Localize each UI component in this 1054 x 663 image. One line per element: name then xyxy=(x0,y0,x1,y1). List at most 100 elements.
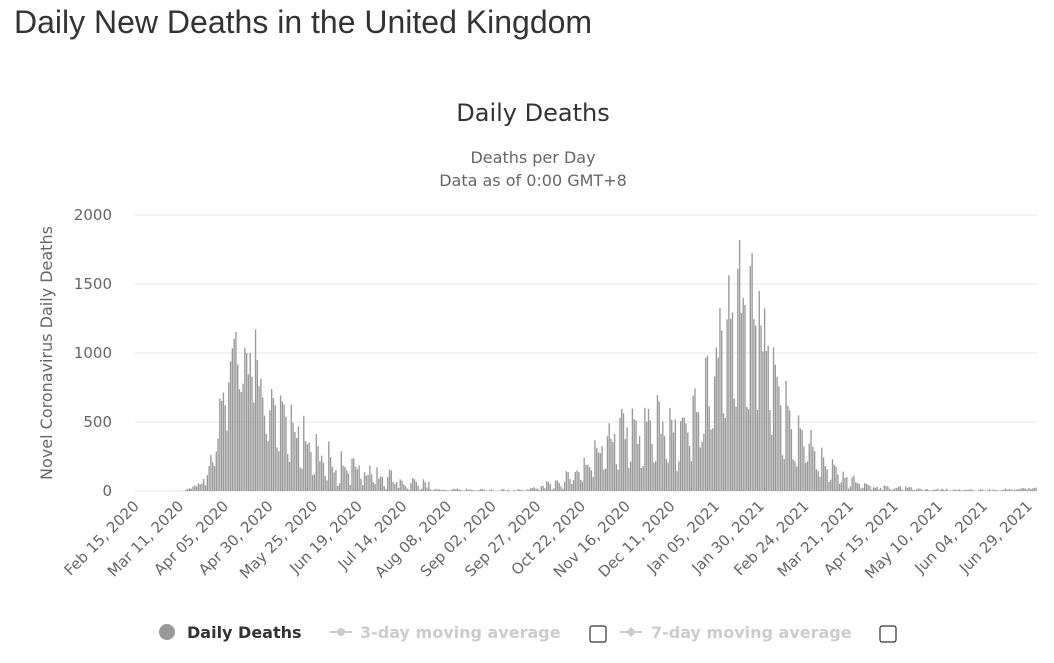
bar xyxy=(347,473,350,491)
bar xyxy=(288,462,291,491)
bar xyxy=(419,489,421,491)
bar xyxy=(369,465,371,491)
bar xyxy=(420,488,423,491)
bar xyxy=(508,490,510,491)
bar xyxy=(220,401,223,491)
bar xyxy=(556,480,559,491)
bar xyxy=(663,436,666,491)
bar xyxy=(962,490,964,491)
bar xyxy=(453,488,455,491)
legend-symbol[interactable] xyxy=(337,628,345,636)
bar xyxy=(431,490,434,491)
bar xyxy=(354,466,357,491)
bar xyxy=(287,454,289,491)
bar xyxy=(871,489,873,491)
bar xyxy=(1015,489,1018,491)
bar xyxy=(846,477,848,491)
bar xyxy=(385,488,387,491)
bar xyxy=(358,465,360,491)
bar xyxy=(1008,489,1010,491)
bar xyxy=(746,406,748,491)
chart-subtitle: Data as of 0:00 GMT+8 xyxy=(439,171,627,190)
bar xyxy=(706,355,709,491)
checkbox[interactable] xyxy=(879,625,897,643)
bar xyxy=(224,405,226,491)
bar xyxy=(629,461,632,491)
bar xyxy=(267,441,269,491)
y-tick-label: 0 xyxy=(102,482,112,500)
bar xyxy=(937,488,939,491)
bar xyxy=(837,474,839,491)
bar xyxy=(733,398,735,491)
bar xyxy=(847,488,850,491)
bar xyxy=(990,490,993,491)
bar xyxy=(192,486,194,491)
bar xyxy=(704,357,707,491)
bar xyxy=(878,489,880,491)
bar xyxy=(299,467,301,491)
checkbox[interactable] xyxy=(589,625,607,643)
bar xyxy=(242,383,244,491)
bar xyxy=(581,481,584,491)
bar xyxy=(247,374,250,491)
bar xyxy=(828,482,830,491)
legend-label[interactable]: Daily Deaths xyxy=(187,623,302,642)
bar xyxy=(229,361,232,491)
legend-symbol[interactable] xyxy=(626,627,636,637)
bar xyxy=(469,489,471,491)
bar xyxy=(387,477,389,491)
bar xyxy=(472,490,475,491)
bar xyxy=(635,420,637,491)
x-tick-label: Feb 15, 2020 xyxy=(61,497,143,579)
y-axis-title: Novel Coronavirus Daily Deaths xyxy=(37,226,56,480)
bar xyxy=(890,490,893,491)
bar xyxy=(245,353,248,491)
x-tick-label: Nov 16, 2020 xyxy=(550,497,634,581)
bar xyxy=(872,487,875,491)
bar xyxy=(592,476,594,491)
legend-label[interactable]: 7-day moving average xyxy=(651,623,852,642)
bar xyxy=(626,427,628,491)
bar xyxy=(424,482,426,491)
bar xyxy=(612,442,614,491)
bar xyxy=(444,489,446,491)
bar xyxy=(679,421,682,491)
bar xyxy=(844,477,846,491)
bar xyxy=(1001,490,1003,491)
bar xyxy=(722,413,725,491)
bar xyxy=(821,447,823,491)
bar xyxy=(554,480,557,491)
bar xyxy=(519,489,521,491)
bar xyxy=(333,472,335,491)
bar xyxy=(326,480,328,491)
bar xyxy=(269,410,271,491)
bar xyxy=(946,488,948,491)
y-tick-label: 2000 xyxy=(74,206,112,224)
bar xyxy=(560,486,562,491)
bar xyxy=(751,252,753,491)
bar xyxy=(738,239,741,491)
legend-label[interactable]: 3-day moving average xyxy=(360,623,561,642)
bar xyxy=(1012,490,1014,491)
bar xyxy=(233,338,235,491)
bar xyxy=(947,490,950,491)
bar xyxy=(574,472,576,491)
bar xyxy=(185,489,187,491)
bar xyxy=(721,330,723,491)
bar xyxy=(912,489,914,491)
bar xyxy=(604,468,607,491)
bar xyxy=(415,481,417,491)
bar xyxy=(681,417,684,491)
bar xyxy=(690,461,693,491)
bar xyxy=(796,466,798,491)
bar xyxy=(390,470,392,491)
bar xyxy=(201,483,203,491)
bar xyxy=(988,489,991,491)
legend-symbol[interactable] xyxy=(159,624,175,640)
bar xyxy=(694,388,696,491)
bar xyxy=(665,459,668,491)
bar xyxy=(256,359,259,491)
bar xyxy=(780,405,782,491)
bar xyxy=(692,395,694,491)
bar xyxy=(588,466,591,491)
